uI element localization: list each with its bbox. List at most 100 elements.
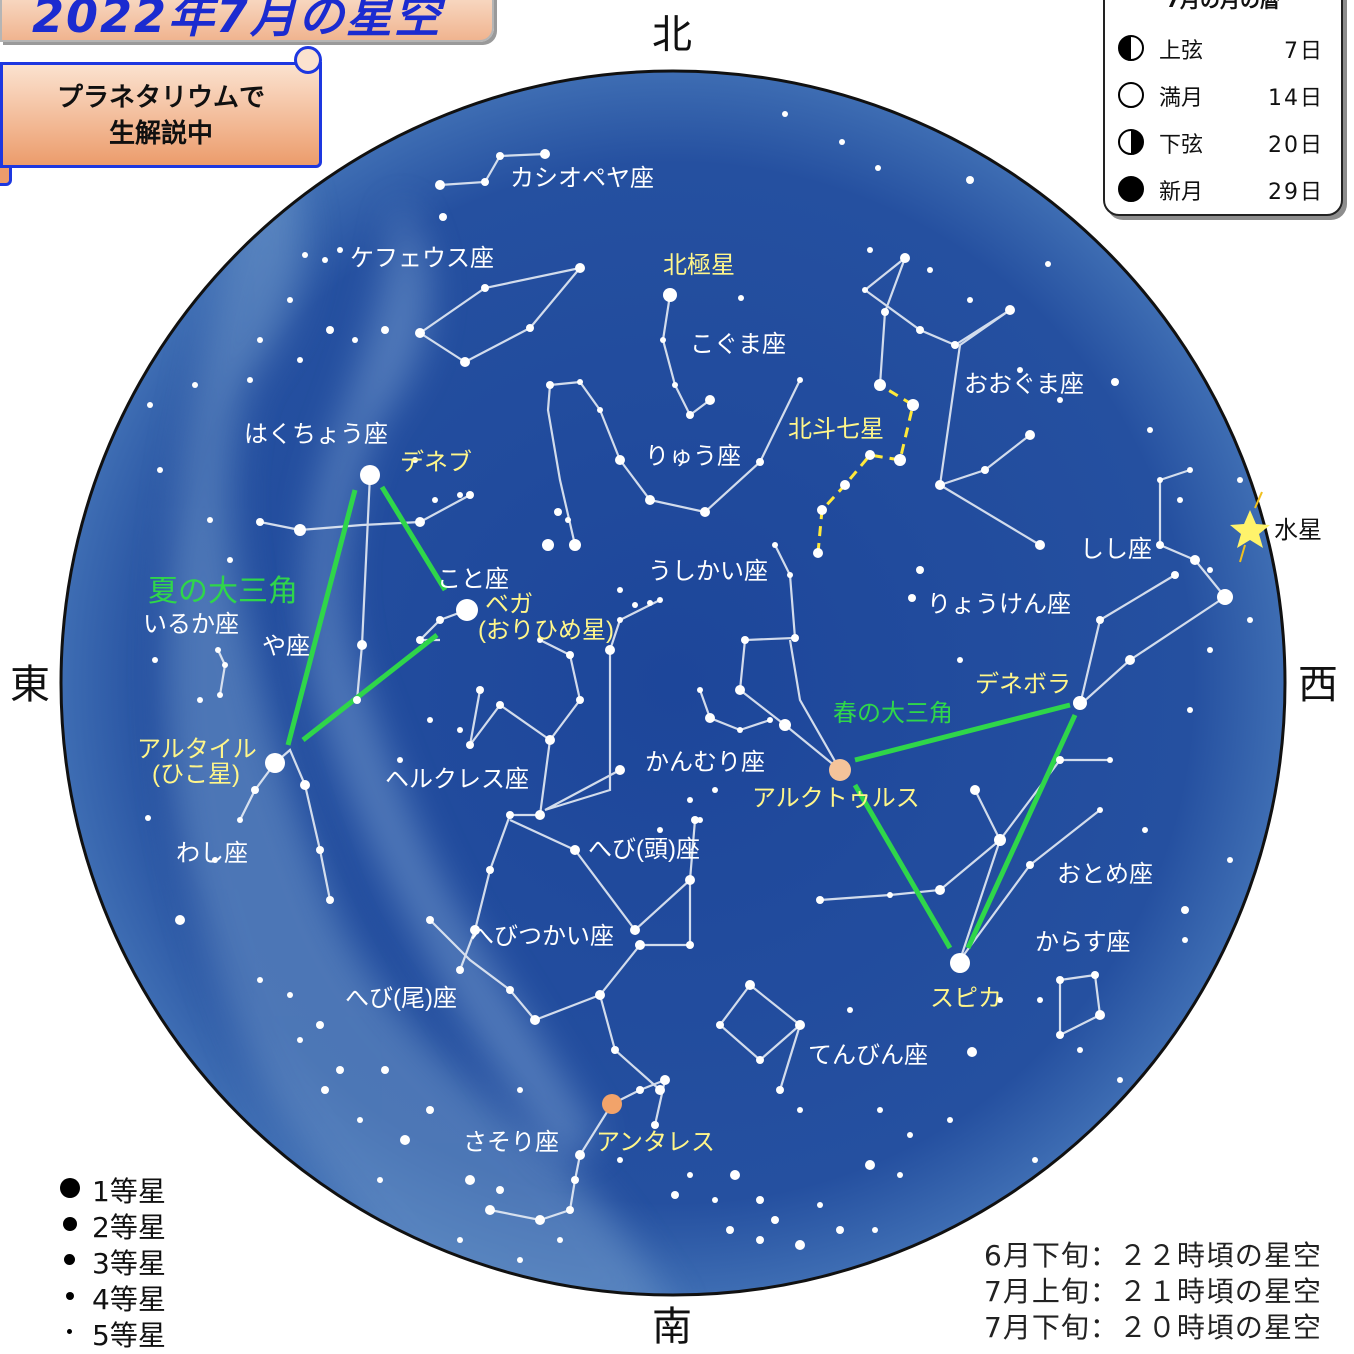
- first-quarter-moon-icon: [1118, 35, 1144, 61]
- star: [575, 263, 585, 273]
- virgo-lines-4: [974, 789, 1001, 841]
- star: [570, 845, 580, 855]
- moon-phase-name: 満月: [1159, 86, 1204, 111]
- badge-line2: 生解説中: [108, 119, 213, 149]
- star: [994, 834, 1006, 846]
- label-hercules: ヘルクレス座: [385, 766, 529, 793]
- star: [660, 337, 666, 343]
- spring-triangle-arcturus-denebola: [854, 702, 1071, 763]
- star: [542, 539, 554, 551]
- label-vega-alt: (おりひめ星): [478, 617, 614, 644]
- star: [772, 542, 778, 548]
- star: [436, 616, 444, 624]
- star: [1005, 305, 1015, 315]
- star: [297, 1037, 303, 1043]
- star: [257, 977, 263, 983]
- star: [611, 1046, 619, 1054]
- star: [1107, 757, 1113, 763]
- label-canes-venatici: りょうけん座: [927, 591, 1071, 618]
- star: [686, 941, 694, 949]
- star: [569, 539, 581, 551]
- star: [865, 1160, 875, 1170]
- star: [1190, 555, 1200, 565]
- star: [881, 308, 889, 316]
- star: [1056, 976, 1064, 984]
- star: [730, 1170, 740, 1180]
- star: [847, 1007, 853, 1013]
- moon-row-last-quarter: 下弦 20日: [1117, 124, 1332, 158]
- star: [1117, 1077, 1123, 1083]
- star: [316, 1021, 324, 1029]
- star: [456, 966, 464, 974]
- title-banner: 2022年7月の星空: [0, 0, 494, 43]
- star: [894, 454, 906, 466]
- star: [557, 1237, 563, 1243]
- star: [687, 797, 693, 803]
- legend-mag1: 1等星: [60, 1170, 220, 1208]
- star: [1182, 937, 1188, 943]
- label-antares: アンタレス: [596, 1129, 715, 1156]
- star: [595, 990, 605, 1000]
- star: [647, 600, 653, 606]
- star: [981, 466, 989, 474]
- star: [554, 508, 562, 516]
- star: [147, 402, 153, 408]
- legend-mag3: 3等星: [60, 1242, 220, 1280]
- label-altair-alt: (ひこ星): [152, 761, 240, 788]
- mercury-arrow-up: [1254, 491, 1263, 509]
- star: [571, 1176, 579, 1184]
- star: [535, 810, 545, 820]
- star: [967, 1047, 977, 1057]
- mercury-marker: [1230, 491, 1270, 563]
- label-aquila: わし座: [176, 840, 248, 867]
- star: [1171, 571, 1179, 579]
- star: [877, 1107, 883, 1113]
- star: [1157, 477, 1163, 483]
- star: [872, 1227, 878, 1233]
- star: [840, 480, 850, 490]
- star: [545, 735, 555, 745]
- star: [756, 1056, 764, 1064]
- star: [741, 636, 749, 644]
- moon-row-first-quarter: 上弦 7日: [1117, 30, 1332, 64]
- moon-phase-name: 新月: [1159, 180, 1204, 205]
- star: [251, 786, 259, 794]
- star: [797, 1107, 803, 1113]
- star: [466, 491, 474, 499]
- star: [1247, 617, 1253, 623]
- star: [691, 816, 699, 824]
- star: [735, 685, 745, 695]
- star: [597, 407, 603, 413]
- star: [337, 247, 343, 253]
- star: [1111, 378, 1119, 386]
- star: [217, 692, 223, 698]
- star: [316, 846, 324, 854]
- star: [947, 1117, 953, 1123]
- star: [1017, 367, 1023, 373]
- star: [712, 787, 718, 793]
- star: [865, 450, 875, 460]
- label-cygnus: はくちょう座: [244, 421, 388, 448]
- vega-star: [456, 599, 478, 621]
- star: [771, 1216, 779, 1224]
- label-ursa-major: おおぐま座: [964, 371, 1084, 398]
- badge-scroll-curl: [294, 46, 322, 74]
- star: [776, 1086, 784, 1094]
- mercury-arrow-down: [1239, 544, 1246, 563]
- label-cepheus: ケフェウス座: [350, 245, 494, 272]
- moon-row-full: 満月 14日: [1117, 77, 1332, 111]
- star: [697, 687, 703, 693]
- libra-lines-2: [778, 1024, 802, 1091]
- star: [400, 1135, 410, 1145]
- time-note-1: 6月下旬：２２時頃の星空: [984, 1239, 1322, 1272]
- spring-triangle: [852, 702, 1078, 950]
- star: [439, 213, 447, 221]
- time-note-2: 7月上旬：２１時頃の星空: [984, 1275, 1322, 1308]
- star: [1156, 541, 1164, 549]
- star: [294, 524, 306, 536]
- label-ophiuchus: へびつかい座: [470, 923, 614, 950]
- summer-triangle-altair-deneb: [285, 489, 358, 746]
- star: [322, 257, 328, 263]
- star: [1227, 857, 1233, 863]
- spring-triangle-spica-arcturus: [852, 783, 953, 950]
